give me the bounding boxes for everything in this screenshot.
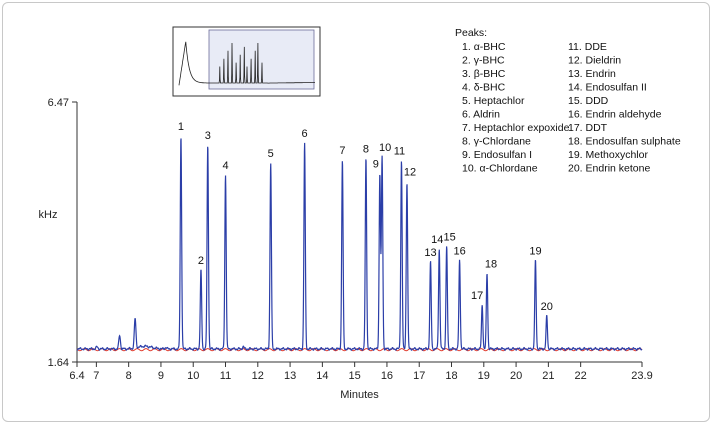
peak-label-15: 15 <box>444 231 456 243</box>
legend-entry-1: 1. α-BHC <box>462 41 506 53</box>
x-tick-label: 12 <box>252 370 264 382</box>
peak-label-8: 8 <box>363 143 369 155</box>
peak-label-10: 10 <box>379 142 391 154</box>
inset-overview <box>172 26 321 97</box>
legend-entry-4: 4. δ-BHC <box>462 82 506 94</box>
legend-entry-7: 7. Heptachlor expoxide <box>462 122 570 134</box>
x-tick-label: 19 <box>478 370 490 382</box>
legend-entry-18: 18. Endosulfan sulphate <box>568 136 681 148</box>
y-tick-label: 6.47 <box>48 97 69 109</box>
legend-entry-8: 8. γ-Chlordane <box>462 136 531 148</box>
x-tick-label: 15 <box>349 370 361 382</box>
y-tick-label: 1.64 <box>48 357 69 369</box>
chart-frame <box>2 2 710 422</box>
peak-label-13: 13 <box>424 247 436 259</box>
legend-entry-16: 16. Endrin aldehyde <box>568 109 662 121</box>
peak-label-19: 19 <box>529 245 541 257</box>
x-tick-label: 18 <box>445 370 457 382</box>
legend-entry-19: 19. Methoxychlor <box>568 149 648 161</box>
x-tick-label: 9 <box>158 370 164 382</box>
x-tick-label: 10 <box>187 370 199 382</box>
legend-title: Peaks: <box>455 27 487 39</box>
inset-highlight <box>208 29 315 90</box>
peak-label-9: 9 <box>373 158 379 170</box>
peak-label-3: 3 <box>205 130 211 142</box>
x-axis-label: Minutes <box>340 389 379 401</box>
legend-entry-11: 11. DDE <box>568 41 607 53</box>
legend-entry-14: 14. Endosulfan II <box>568 82 647 94</box>
legend-entry-12: 12. Dieldrin <box>568 55 621 67</box>
x-tick-label: 16 <box>381 370 393 382</box>
peak-label-5: 5 <box>268 148 274 160</box>
peak-label-4: 4 <box>222 160 228 172</box>
peak-label-7: 7 <box>339 145 345 157</box>
x-tick-label: 6.4 <box>69 370 84 382</box>
x-tick-label: 21 <box>542 370 554 382</box>
x-tick-label: 20 <box>510 370 522 382</box>
peak-label-20: 20 <box>541 301 553 313</box>
legend-entry-5: 5. Heptachlor <box>462 95 525 107</box>
legend-entry-17: 17. DDT <box>568 122 608 134</box>
legend-entry-13: 13. Endrin <box>568 68 616 80</box>
legend-entry-10: 10. α-Chlordane <box>462 163 538 175</box>
signal-trace <box>76 138 643 351</box>
legend-entry-3: 3. β-BHC <box>462 68 506 80</box>
plot-area <box>76 138 643 352</box>
x-tick-label: 17 <box>413 370 425 382</box>
x-tick-label: 13 <box>284 370 296 382</box>
x-tick-label: 14 <box>316 370 328 382</box>
peak-label-6: 6 <box>302 128 308 140</box>
legend-entry-2: 2. γ-BHC <box>462 55 505 67</box>
peak-label-2: 2 <box>198 255 204 267</box>
legend-entry-6: 6. Aldrin <box>462 109 500 121</box>
peak-label-11: 11 <box>394 145 405 157</box>
x-tick-label: 22 <box>575 370 587 382</box>
peak-label-18: 18 <box>485 258 497 270</box>
x-tick-label: 11 <box>220 370 231 382</box>
x-tick-label: 8 <box>126 370 132 382</box>
legend-entry-20: 20. Endrin ketone <box>568 163 650 175</box>
peak-label-16: 16 <box>453 245 465 257</box>
x-tick-label: 23.9 <box>631 370 652 382</box>
peak-label-1: 1 <box>178 121 184 133</box>
peak-label-12: 12 <box>404 167 416 179</box>
legend-entry-9: 9. Endosulfan I <box>462 149 532 161</box>
peak-label-14: 14 <box>431 234 443 246</box>
legend-entry-15: 15. DDD <box>568 95 609 107</box>
peak-label-17: 17 <box>471 290 483 302</box>
x-tick-label: 7 <box>93 370 99 382</box>
y-axis-label: kHz <box>39 209 58 221</box>
inset-trace <box>178 41 315 86</box>
